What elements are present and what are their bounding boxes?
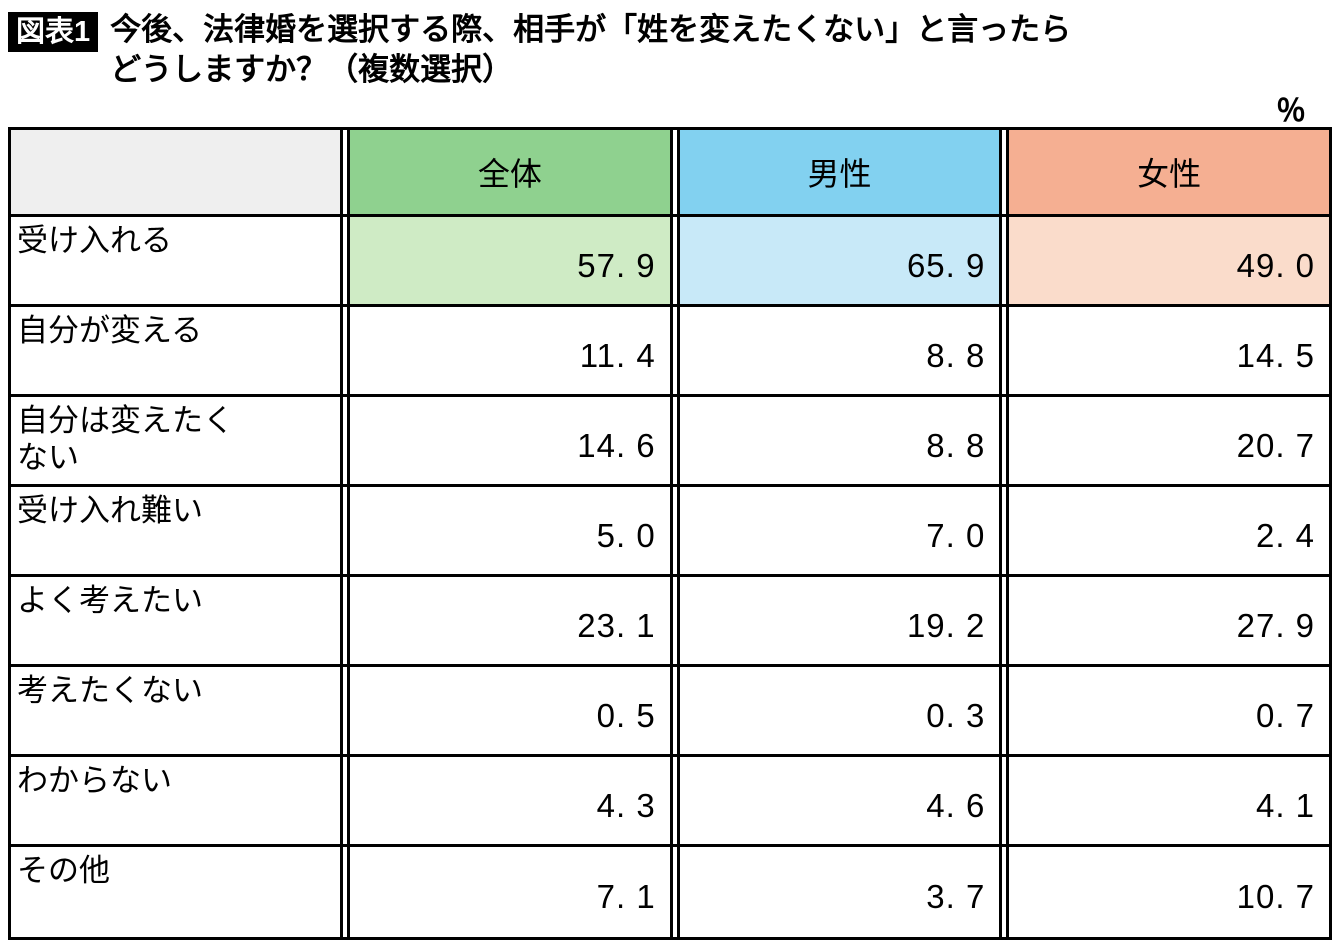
row-label: 自分が変える [11, 307, 343, 394]
column-gap [1002, 217, 1007, 304]
row-label: 受け入れる [11, 217, 343, 304]
table-row: 考えたくない 0. 5 0. 3 0. 7 [11, 667, 1329, 757]
figure-title-block: 図表1 今後、法律婚を選択する際、相手が「姓を変えたくない」と言ったら どうしま… [0, 0, 1340, 91]
column-gap [672, 307, 677, 394]
column-gap [672, 847, 677, 937]
column-gap [1002, 307, 1007, 394]
value-cell-josei: 49. 0 [1006, 217, 1330, 304]
unit-label: ％ [1276, 95, 1306, 128]
value-cell-zentai: 4. 3 [347, 757, 673, 844]
column-gap [1002, 757, 1007, 844]
value-cell-zentai: 0. 5 [347, 667, 673, 754]
value-cell-josei: 10. 7 [1006, 847, 1329, 937]
value-cell-josei: 14. 5 [1006, 307, 1329, 394]
figure-title: 今後、法律婚を選択する際、相手が「姓を変えたくない」と言ったら どうしますか？（… [110, 10, 1071, 91]
value-cell-dansei: 0. 3 [676, 667, 1003, 754]
row-label: 受け入れ難い [11, 487, 343, 574]
column-gap [1002, 577, 1007, 664]
figure-number-badge: 図表1 [8, 12, 99, 53]
column-gap [343, 217, 347, 304]
value-cell-dansei: 8. 8 [676, 397, 1003, 484]
table-row: わからない 4. 3 4. 6 4. 1 [11, 757, 1329, 847]
column-gap [343, 397, 347, 484]
column-gap [343, 847, 347, 937]
table-row: よく考えたい 23. 1 19. 2 27. 9 [11, 577, 1329, 667]
column-gap [672, 667, 677, 754]
value-cell-zentai: 7. 1 [347, 847, 673, 937]
figure-title-line1: 今後、法律婚を選択する際、相手が「姓を変えたくない」と言ったら [110, 12, 1072, 47]
column-gap [672, 577, 677, 664]
value-cell-zentai: 23. 1 [347, 577, 673, 664]
row-label: その他 [11, 847, 343, 937]
value-cell-dansei: 8. 8 [676, 307, 1003, 394]
column-gap [1002, 667, 1007, 754]
survey-results-table: 全体 男性 女性 受け入れる 57. 9 65. 9 49. 0 自分が変える … [8, 127, 1332, 940]
value-cell-zentai: 14. 6 [347, 397, 673, 484]
table-row: 自分は変えたく ない 14. 6 8. 8 20. 7 [11, 397, 1329, 487]
column-gap [343, 307, 347, 394]
value-cell-dansei: 7. 0 [676, 487, 1003, 574]
column-gap [672, 487, 677, 574]
value-cell-josei: 4. 1 [1006, 757, 1329, 844]
row-label: 考えたくない [11, 667, 343, 754]
column-gap [672, 217, 677, 304]
value-cell-josei: 27. 9 [1006, 577, 1329, 664]
column-gap [343, 130, 347, 214]
value-cell-josei: 0. 7 [1006, 667, 1329, 754]
value-cell-zentai: 57. 9 [347, 217, 673, 304]
table-row: その他 7. 1 3. 7 10. 7 [11, 847, 1329, 937]
column-header-dansei: 男性 [676, 130, 1003, 214]
table-row: 自分が変える 11. 4 8. 8 14. 5 [11, 307, 1329, 397]
row-label: よく考えたい [11, 577, 343, 664]
figure-title-line2: どうしますか？（複数選択） [110, 52, 514, 88]
table-header-row: 全体 男性 女性 [11, 130, 1330, 217]
row-label: わからない [11, 757, 343, 844]
value-cell-dansei: 4. 6 [676, 757, 1003, 844]
column-gap [1002, 847, 1007, 937]
column-header-josei: 女性 [1006, 130, 1330, 214]
table-row: 受け入れ難い 5. 0 7. 0 2. 4 [11, 487, 1329, 577]
table-row: 受け入れる 57. 9 65. 9 49. 0 [11, 217, 1330, 307]
value-cell-josei: 20. 7 [1006, 397, 1329, 484]
value-cell-zentai: 5. 0 [347, 487, 673, 574]
value-cell-josei: 2. 4 [1006, 487, 1329, 574]
column-gap [343, 667, 347, 754]
row-label: 自分は変えたく ない [11, 397, 343, 484]
value-cell-zentai: 11. 4 [347, 307, 673, 394]
value-cell-dansei: 3. 7 [676, 847, 1003, 937]
value-cell-dansei: 65. 9 [676, 217, 1003, 304]
column-gap [1002, 487, 1007, 574]
corner-cell [11, 130, 343, 214]
column-gap [672, 130, 677, 214]
column-header-zentai: 全体 [347, 130, 673, 214]
column-gap [1002, 397, 1007, 484]
column-gap [343, 757, 347, 844]
column-gap [343, 487, 347, 574]
column-gap [672, 397, 677, 484]
value-cell-dansei: 19. 2 [676, 577, 1003, 664]
column-gap [343, 577, 347, 664]
column-gap [672, 757, 677, 844]
column-gap [1002, 130, 1007, 214]
